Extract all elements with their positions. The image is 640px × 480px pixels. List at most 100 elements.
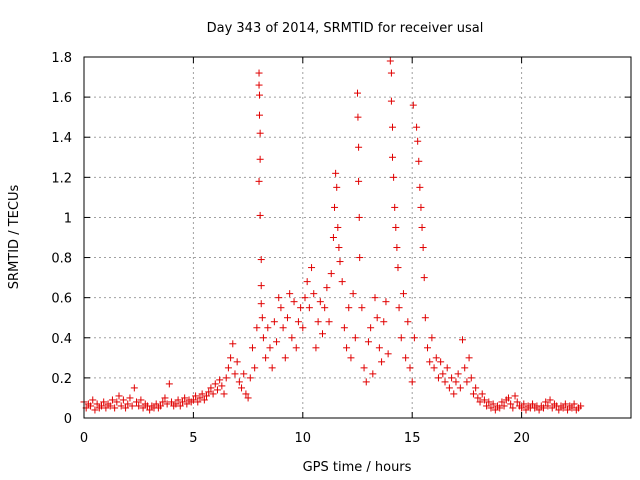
data-point [564,406,572,414]
data-point [555,406,563,414]
data-point [209,390,217,398]
data-point [391,203,399,211]
data-point [87,402,95,410]
data-point [496,404,504,412]
data-point [568,404,576,412]
data-point [299,324,307,332]
data-point [108,396,116,404]
data-point [255,81,263,89]
data-point [358,304,366,312]
data-point [390,173,398,181]
data-point [394,264,402,272]
data-point [310,290,318,298]
data-point [146,406,154,414]
data-point [102,404,110,412]
data-point [242,390,250,398]
data-point [529,400,537,408]
data-point [257,282,265,290]
data-point [483,402,491,410]
data-point [416,183,424,191]
data-point [432,354,440,362]
data-point [216,376,224,384]
data-point [375,344,383,352]
x-tick-label: 15 [404,431,421,446]
data-point [275,294,283,302]
data-point [253,324,261,332]
data-point [335,244,343,252]
data-point [235,378,243,386]
data-point [100,398,108,406]
data-point [355,213,363,221]
data-point [434,374,442,382]
data-point [334,223,342,231]
data-point [518,404,526,412]
data-point [207,384,215,392]
data-point [410,334,418,342]
data-point [240,370,248,378]
data-point [124,400,132,408]
data-point [360,364,368,372]
data-point [373,314,381,322]
data-point [336,258,344,266]
data-point [292,344,300,352]
data-point [259,334,267,342]
data-point [333,183,341,191]
data-point [367,324,375,332]
data-point [430,364,438,372]
data-point [192,392,200,400]
data-point [111,404,119,412]
data-point [338,278,346,286]
data-point [454,370,462,378]
y-tick-label: 0.6 [51,292,72,307]
data-point [273,338,281,346]
tick-labels: 0 0.2 0.4 0.6 0.8 1 1.2 1.4 1.6 1.8 0 5 10 15 20 [51,51,530,446]
data-point [168,398,176,406]
data-point [205,388,213,396]
data-point [386,57,394,65]
data-point [406,364,414,372]
data-point [452,378,460,386]
data-point [467,374,475,382]
data-point [130,384,138,392]
data-point [450,390,458,398]
data-point [122,404,130,412]
data-point [196,394,204,402]
data-point [331,203,339,211]
data-point [176,402,184,410]
data-point [463,378,471,386]
data-point [255,177,263,185]
x-tick-label: 10 [295,431,312,446]
data-point [152,400,160,408]
data-point [91,406,99,414]
data-points [80,57,585,414]
data-point [485,398,493,406]
data-point [478,390,486,398]
data-point [255,69,263,77]
data-point [224,364,232,372]
data-point [351,334,359,342]
data-point [461,364,469,372]
data-point [511,392,519,400]
data-point [98,402,106,410]
data-point [413,123,421,131]
data-point [409,101,417,109]
data-point [548,404,556,412]
data-point [137,396,145,404]
data-point [286,290,294,298]
data-point [157,402,165,410]
y-tick-label: 1.2 [51,171,72,186]
data-point [312,344,320,352]
data-point [349,290,357,298]
data-point [165,380,173,388]
data-point [414,137,422,145]
data-point [443,364,451,372]
data-point [117,402,125,410]
data-point [139,404,147,412]
data-point [264,324,272,332]
data-point [257,256,265,264]
data-point [387,69,395,77]
data-point [395,304,403,312]
data-point [428,334,436,342]
data-point [270,318,278,326]
